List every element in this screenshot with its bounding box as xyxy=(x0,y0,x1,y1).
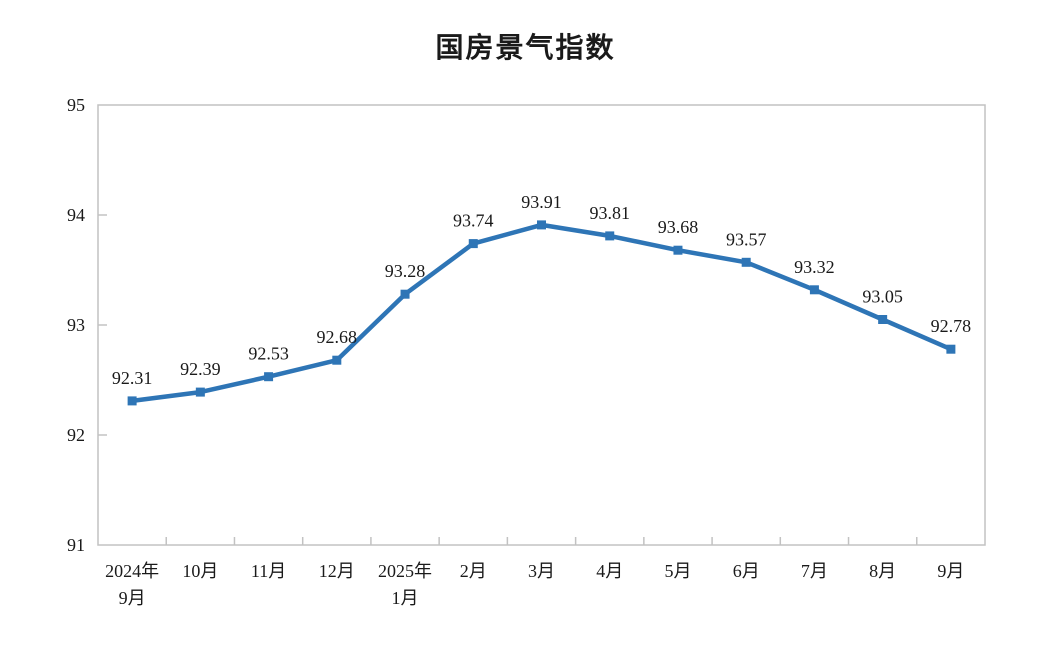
y-tick-label: 95 xyxy=(67,95,85,115)
data-point-label: 93.68 xyxy=(658,217,699,237)
y-tick-label: 93 xyxy=(67,315,85,335)
data-point-label: 93.81 xyxy=(589,203,630,223)
data-point-label: 92.68 xyxy=(317,327,358,347)
data-point-marker xyxy=(809,285,819,295)
plot-border xyxy=(97,104,986,546)
data-point-marker xyxy=(673,245,683,255)
data-point-marker xyxy=(878,315,888,324)
data-point-label: 93.57 xyxy=(726,229,767,249)
data-point-label: 93.74 xyxy=(453,211,494,231)
chart-title: 国房景气指数 xyxy=(435,32,616,63)
x-tick-label: 9月 xyxy=(937,561,964,581)
data-point-marker xyxy=(605,231,615,241)
x-tick-label: 5月 xyxy=(664,561,691,581)
x-tick-label: 4月 xyxy=(596,561,623,581)
data-point-marker xyxy=(127,396,137,406)
x-tick-label: 7月 xyxy=(801,561,828,581)
data-point-marker xyxy=(332,355,342,365)
data-point-label: 93.05 xyxy=(862,287,903,307)
data-point-marker xyxy=(468,239,478,249)
data-point-label: 92.53 xyxy=(248,344,289,364)
data-point-label: 93.32 xyxy=(794,257,835,277)
x-tick-label: 2025年 1月 xyxy=(378,561,432,608)
data-point-label: 93.91 xyxy=(521,192,562,212)
data-point-marker xyxy=(195,387,205,397)
x-tick-label: 12月 xyxy=(319,561,355,581)
x-tick-label: 6月 xyxy=(733,561,760,581)
data-point-label: 93.28 xyxy=(385,261,426,281)
data-point-label: 92.31 xyxy=(112,368,153,388)
x-tick-label: 11月 xyxy=(251,561,286,581)
x-tick-label: 3月 xyxy=(528,561,555,581)
data-point-label: 92.39 xyxy=(180,359,221,379)
x-tick-label: 2月 xyxy=(460,561,487,581)
series-line xyxy=(129,222,954,404)
data-point-marker xyxy=(537,220,546,230)
x-tick-label: 10月 xyxy=(182,561,218,581)
y-tick-label: 92 xyxy=(67,425,85,445)
data-point-marker xyxy=(741,257,751,267)
y-tick-label: 94 xyxy=(67,205,85,225)
y-tick-label: 91 xyxy=(67,535,85,555)
x-tick-label: 2024年 9月 xyxy=(105,561,159,608)
data-point-marker xyxy=(264,372,274,382)
data-point-marker xyxy=(946,344,956,354)
data-point-marker xyxy=(400,289,410,299)
x-tick-label: 8月 xyxy=(869,561,896,581)
data-point-label: 92.78 xyxy=(931,316,972,336)
